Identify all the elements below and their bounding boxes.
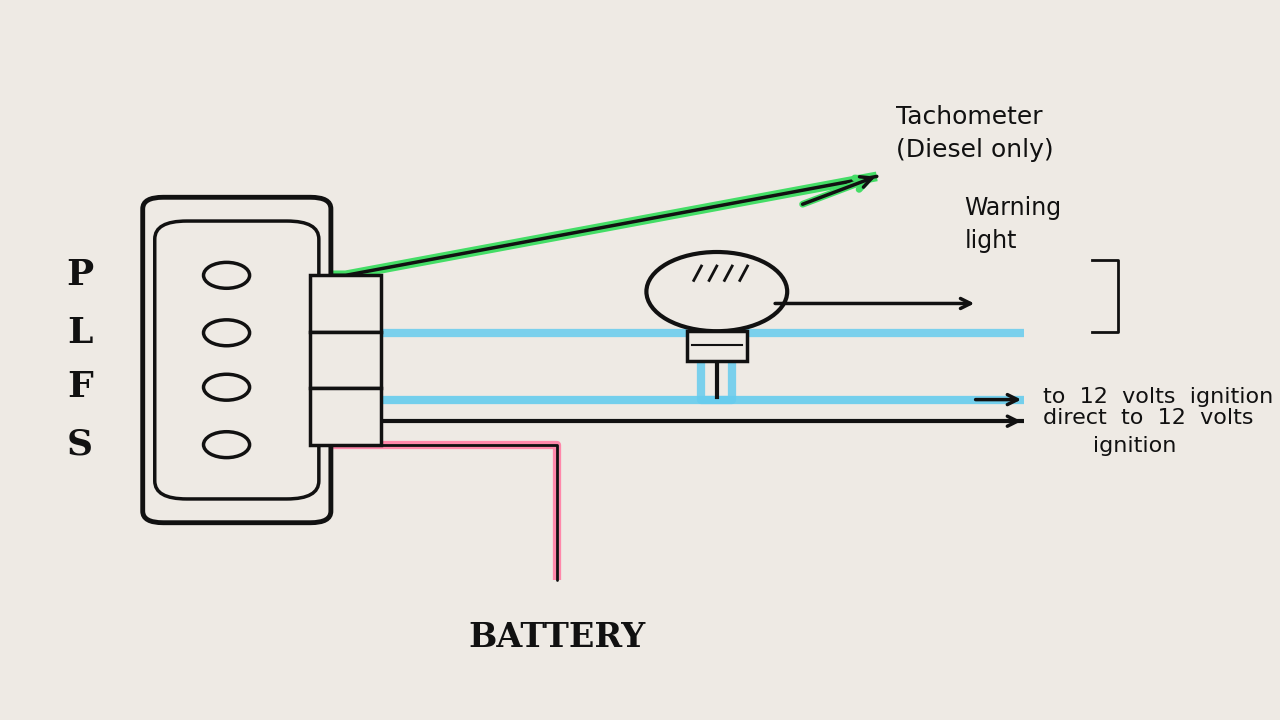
Text: L: L xyxy=(68,316,92,350)
FancyBboxPatch shape xyxy=(155,221,319,499)
Text: F: F xyxy=(67,370,93,404)
Bar xyxy=(310,275,381,332)
Text: S: S xyxy=(67,428,93,462)
Text: to  12  volts  ignition: to 12 volts ignition xyxy=(1043,387,1274,408)
Text: Warning
light: Warning light xyxy=(964,196,1061,253)
Text: BATTERY: BATTERY xyxy=(468,621,645,654)
FancyBboxPatch shape xyxy=(143,197,330,523)
Bar xyxy=(687,331,746,361)
Text: P: P xyxy=(67,258,93,292)
Text: direct  to  12  volts
       ignition: direct to 12 volts ignition xyxy=(1043,408,1253,456)
Bar xyxy=(310,332,381,388)
Text: Tachometer
(Diesel only): Tachometer (Diesel only) xyxy=(896,104,1053,162)
Bar xyxy=(310,388,381,445)
